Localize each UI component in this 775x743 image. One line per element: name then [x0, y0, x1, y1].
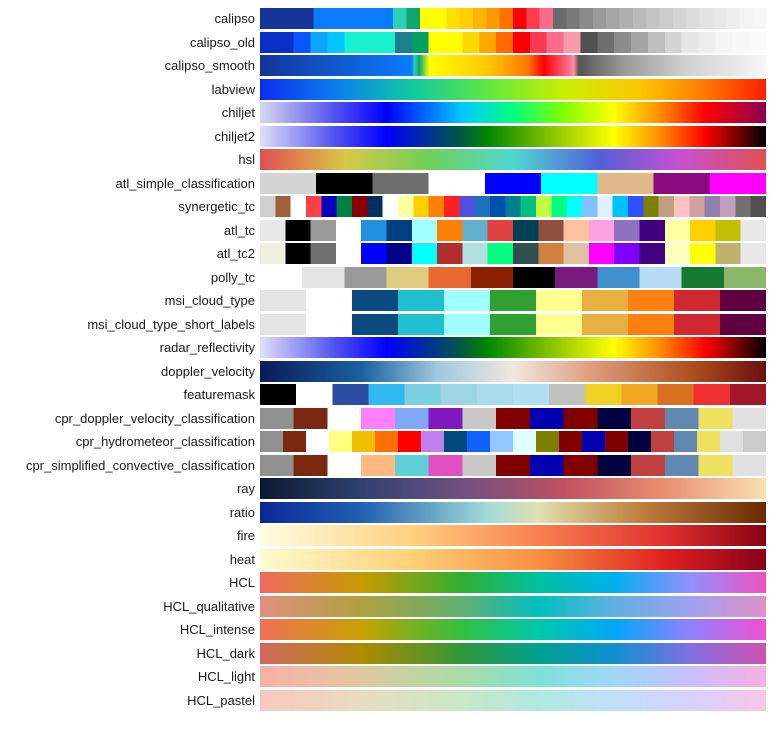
- colormap-bar: [260, 525, 766, 546]
- colormap-bar: [260, 666, 766, 687]
- colormap-bar: [260, 125, 766, 147]
- colormap-row: HCL_intense: [0, 619, 775, 640]
- colormap-label: calipso_old: [189, 34, 255, 50]
- colormap-row: chiljet: [0, 102, 775, 123]
- colormap-row: atl_simple_classification: [0, 172, 775, 194]
- colormap-bar: [260, 266, 766, 288]
- colormap-bar: [260, 196, 766, 217]
- colormap-row: HCL_light: [0, 666, 775, 687]
- colormap-row: ratio: [0, 501, 775, 523]
- colormap-row: cpr_doppler_velocity_classification: [0, 407, 775, 429]
- colormap-row: heat: [0, 548, 775, 570]
- colormap-row: calipso: [0, 8, 775, 29]
- colormap-row: HCL_dark: [0, 642, 775, 664]
- colormap-label: polly_tc: [210, 269, 255, 285]
- colormap-label: labview: [211, 81, 255, 97]
- colormap-row: radar_reflectivity: [0, 337, 775, 358]
- colormap-row: calipso_old: [0, 31, 775, 53]
- colormap-bar: [260, 501, 766, 523]
- colormap-label: HCL: [228, 575, 255, 590]
- colormap-bar: [260, 243, 766, 264]
- colormap-bar: [260, 102, 766, 123]
- colormap-bar: [260, 219, 766, 241]
- colormap-bar: [260, 313, 766, 335]
- colormap-label: msi_cloud_type: [164, 293, 255, 308]
- colormap-row: polly_tc: [0, 266, 775, 288]
- colormap-bar: [260, 407, 766, 429]
- colormap-row: msi_cloud_type: [0, 290, 775, 311]
- colormap-label: HCL_qualitative: [163, 598, 255, 614]
- colormap-label: HCL_light: [197, 669, 255, 684]
- colormap-bar: [260, 642, 766, 664]
- colormap-bar: [260, 595, 766, 617]
- colormap-label: HCL_intense: [179, 622, 255, 637]
- colormap-label: heat: [229, 551, 255, 567]
- colormap-bar: [260, 290, 766, 311]
- colormap-label: chiljet: [221, 105, 255, 120]
- colormap-label: HCL_pastel: [187, 692, 255, 708]
- colormap-row: HCL: [0, 572, 775, 593]
- colormap-bar: [260, 431, 766, 452]
- colormap-label: cpr_doppler_velocity_classification: [54, 410, 255, 426]
- colormap-bar: [260, 360, 766, 382]
- colormap-bar: [260, 149, 766, 170]
- colormap-label: atl_simple_classification: [115, 175, 255, 191]
- colormap-row: hsl: [0, 149, 775, 170]
- colormap-row: msi_cloud_type_short_labels: [0, 313, 775, 335]
- colormap-label: chiljet2: [214, 128, 255, 144]
- colormap-bar: [260, 337, 766, 358]
- colormap-row: cpr_hydrometeor_classification: [0, 431, 775, 452]
- colormap-label: cpr_simplified_convective_classification: [25, 457, 255, 473]
- colormap-bar: [260, 55, 766, 76]
- colormap-label: ray: [236, 481, 255, 496]
- colormap-row: fire: [0, 525, 775, 546]
- colormap-row: doppler_velocity: [0, 360, 775, 382]
- colormap-label: HCL_dark: [196, 645, 255, 661]
- colormap-label: ratio: [229, 504, 255, 520]
- colormap-label: synergetic_tc: [178, 199, 255, 214]
- colormap-label: fire: [236, 528, 255, 543]
- colormap-label: featuremask: [183, 387, 255, 402]
- colormap-row: calipso_smooth: [0, 55, 775, 76]
- colormap-bar: [260, 172, 766, 194]
- colormap-label: hsl: [238, 152, 255, 167]
- colormap-row: cpr_simplified_convective_classification: [0, 454, 775, 476]
- colormap-row: HCL_qualitative: [0, 595, 775, 617]
- colormap-row: ray: [0, 478, 775, 499]
- colormap-label: cpr_hydrometeor_classification: [75, 434, 255, 449]
- colormap-bar: [260, 31, 766, 53]
- colormap-bar: [260, 478, 766, 499]
- colormap-bar: [260, 78, 766, 100]
- colormap-bar: [260, 454, 766, 476]
- colormap-row: atl_tc2: [0, 243, 775, 264]
- colormap-row: labview: [0, 78, 775, 100]
- colormap-bar: [260, 8, 766, 29]
- colormap-bar: [260, 619, 766, 640]
- colormap-row: chiljet2: [0, 125, 775, 147]
- colormap-row: HCL_pastel: [0, 689, 775, 711]
- colormap-bar: [260, 548, 766, 570]
- colormap-label: doppler_velocity: [161, 363, 255, 379]
- colormap-bar: [260, 572, 766, 593]
- colormap-label: calipso: [214, 11, 255, 26]
- colormap-label: atl_tc: [223, 222, 255, 238]
- colormap-label: radar_reflectivity: [159, 340, 255, 355]
- colormap-label: calipso_smooth: [164, 58, 255, 73]
- colormap-row: synergetic_tc: [0, 196, 775, 217]
- colormap-row: atl_tc: [0, 219, 775, 241]
- colormap-bar: [260, 689, 766, 711]
- colormap-row: featuremask: [0, 384, 775, 405]
- colormap-label: msi_cloud_type_short_labels: [87, 316, 255, 332]
- colormap-label: atl_tc2: [216, 246, 255, 261]
- colormap-bar: [260, 384, 766, 405]
